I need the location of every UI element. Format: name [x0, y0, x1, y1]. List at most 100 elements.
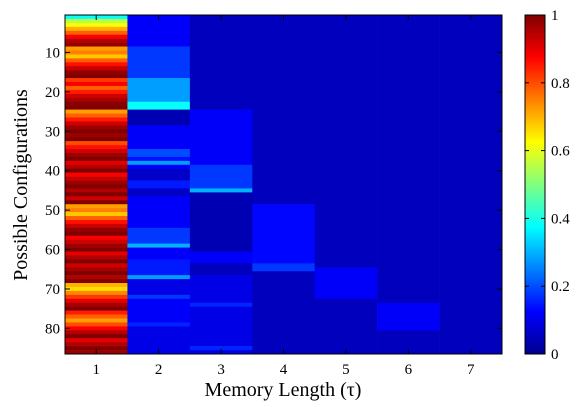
heatmap-cell [127, 188, 191, 197]
heatmap-cell [252, 15, 316, 205]
heatmap-cell [65, 318, 128, 323]
heatmap-cell [189, 15, 253, 110]
heatmap-cell [127, 46, 191, 79]
heatmap-cell [65, 334, 128, 339]
heatmap-cell [65, 22, 128, 28]
heatmap-cell [127, 160, 191, 166]
heatmap-cell [127, 125, 191, 150]
heatmap-cell [65, 149, 128, 154]
heatmap-cell [65, 156, 128, 162]
heatmap-cell [65, 298, 128, 304]
y-axis-title: Possible Configurations [10, 89, 32, 281]
heatmap-cell [189, 188, 253, 193]
heatmap-cell [65, 231, 128, 237]
heatmap-cell [65, 125, 128, 130]
heatmap-cell [127, 247, 191, 260]
heatmap-cell [65, 247, 128, 252]
x-tick-label: 2 [155, 362, 163, 378]
heatmap-cell [65, 145, 128, 150]
colorbar-tick-label: 0.2 [551, 279, 570, 295]
heatmap-cell [377, 302, 440, 331]
heatmap-cells [65, 15, 503, 355]
x-axis-ticks: 1 2 3 4 5 6 7 [92, 15, 475, 378]
heatmap-cell [127, 180, 191, 189]
heatmap-cell [65, 346, 128, 351]
heatmap-cell [377, 15, 440, 304]
heatmap-cell [127, 279, 191, 296]
heatmap-cell [65, 70, 128, 75]
heatmap-cell [65, 109, 128, 114]
heatmap-cell [65, 137, 128, 142]
heatmap-cell [65, 78, 128, 83]
heatmap-cell [65, 279, 128, 284]
heatmap-cell [65, 133, 128, 138]
heatmap-cell [65, 85, 128, 91]
heatmap-cell [65, 101, 128, 106]
heatmap-cell [65, 342, 128, 347]
heatmap-cell [65, 294, 128, 300]
heatmap-cell [65, 38, 128, 43]
y-tick-label: 60 [45, 243, 60, 259]
heatmap-cell [65, 200, 128, 205]
heatmap-cell [127, 259, 191, 276]
heatmap-cell [65, 184, 128, 189]
heatmap-cell [189, 306, 253, 347]
heatmap-cell [189, 251, 253, 264]
heatmap-cell [189, 164, 253, 189]
heatmap-cell [65, 160, 128, 166]
colorbar-tick-label: 1 [551, 8, 559, 24]
heatmap-cell [65, 255, 128, 260]
heatmap-cell [377, 330, 440, 355]
heatmap-cell [65, 93, 128, 99]
heatmap-cell [65, 152, 128, 158]
y-tick-label: 80 [45, 321, 60, 337]
heatmap-cell [65, 54, 128, 59]
heatmap-cell [65, 208, 128, 213]
y-tick-label: 20 [45, 85, 60, 101]
heatmap-cell [127, 78, 191, 103]
heatmap-cell [65, 216, 128, 221]
heatmap-cell [65, 326, 128, 331]
heatmap-cell [65, 58, 128, 63]
heatmap-cell [127, 322, 191, 327]
heatmap-cell [127, 149, 191, 158]
heatmap-cell [189, 109, 253, 166]
heatmap-cell [65, 46, 128, 51]
heatmap-cell [65, 172, 128, 177]
heatmap-cell [65, 212, 128, 217]
heatmap-cell [65, 180, 128, 185]
heatmap-cell [65, 259, 128, 264]
heatmap-cell [65, 50, 128, 55]
heatmap-cell [127, 298, 191, 323]
heatmap-cell [252, 204, 316, 264]
heatmap-cell [65, 82, 128, 87]
heatmap-cell [127, 168, 191, 181]
heatmap-cell [65, 89, 128, 95]
heatmap-cell [65, 290, 128, 296]
heatmap-cell [65, 243, 128, 248]
heatmap-cell [252, 271, 316, 355]
y-tick-label: 40 [45, 164, 60, 180]
x-tick-label: 5 [342, 362, 350, 378]
heatmap-cell [65, 219, 128, 225]
heatmap-cell [65, 113, 128, 118]
heatmap-cell [439, 15, 503, 355]
heatmap-cell [65, 314, 128, 319]
colorbar-tick-label: 0.4 [551, 211, 570, 227]
heatmap-cell [189, 346, 253, 351]
x-axis-title: Memory Length (τ) [205, 379, 362, 401]
heatmap-cell [189, 275, 253, 304]
heatmap-cell [65, 188, 128, 193]
heatmap-cell [189, 192, 253, 252]
heatmap-cell [65, 286, 128, 292]
heatmap-cell [65, 164, 128, 170]
heatmap-cell [65, 62, 128, 67]
heatmap-cell [65, 74, 128, 79]
heatmap-cell [127, 109, 191, 126]
heatmap-cell [189, 302, 253, 307]
colorbar [524, 14, 546, 355]
heatmap-cell [65, 66, 128, 71]
heatmap-cell [189, 263, 253, 276]
heatmap-cell [314, 267, 378, 300]
heatmap-cell [127, 164, 191, 170]
